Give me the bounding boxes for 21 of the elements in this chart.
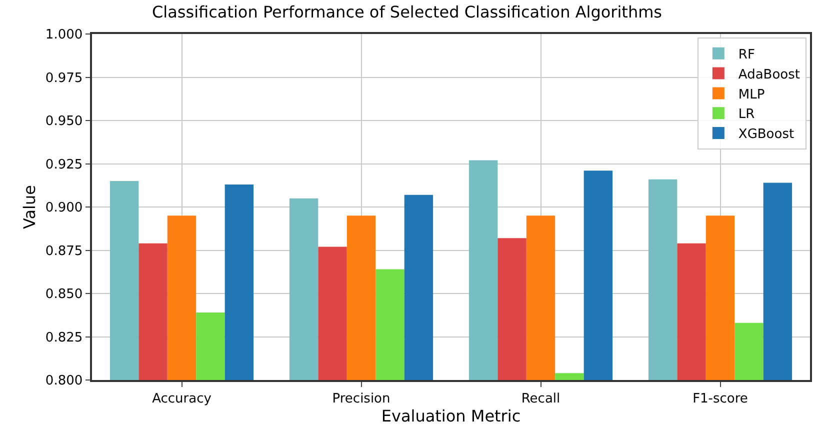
x-axis-title: Evaluation Metric	[381, 406, 521, 426]
legend-label: XGBoost	[738, 127, 794, 142]
x-tick-label: Recall	[521, 391, 560, 406]
y-tick-label: 0.950	[45, 114, 83, 130]
y-tick-label: 1.000	[45, 28, 83, 43]
legend-label: MLP	[738, 87, 765, 102]
y-tick-label: 0.825	[45, 330, 83, 346]
y-axis-title: Value	[20, 185, 39, 229]
y-tick-label: 0.925	[45, 157, 83, 172]
x-tick-label: Accuracy	[152, 391, 212, 406]
y-tick-label: 0.850	[45, 287, 83, 302]
legend-label: LR	[738, 107, 755, 122]
legend-label: RF	[738, 47, 755, 62]
x-tick-label: Precision	[332, 391, 390, 406]
legend-label: AdaBoost	[738, 67, 800, 82]
chart-title: Classification Performance of Selected Classification Algorithms	[152, 2, 662, 22]
y-tick-label: 0.800	[45, 374, 83, 389]
x-tick-label: F1-score	[692, 391, 748, 406]
y-tick-label: 0.975	[45, 70, 83, 86]
y-tick-label: 0.875	[45, 244, 83, 259]
y-tick-label: 0.900	[45, 200, 83, 216]
